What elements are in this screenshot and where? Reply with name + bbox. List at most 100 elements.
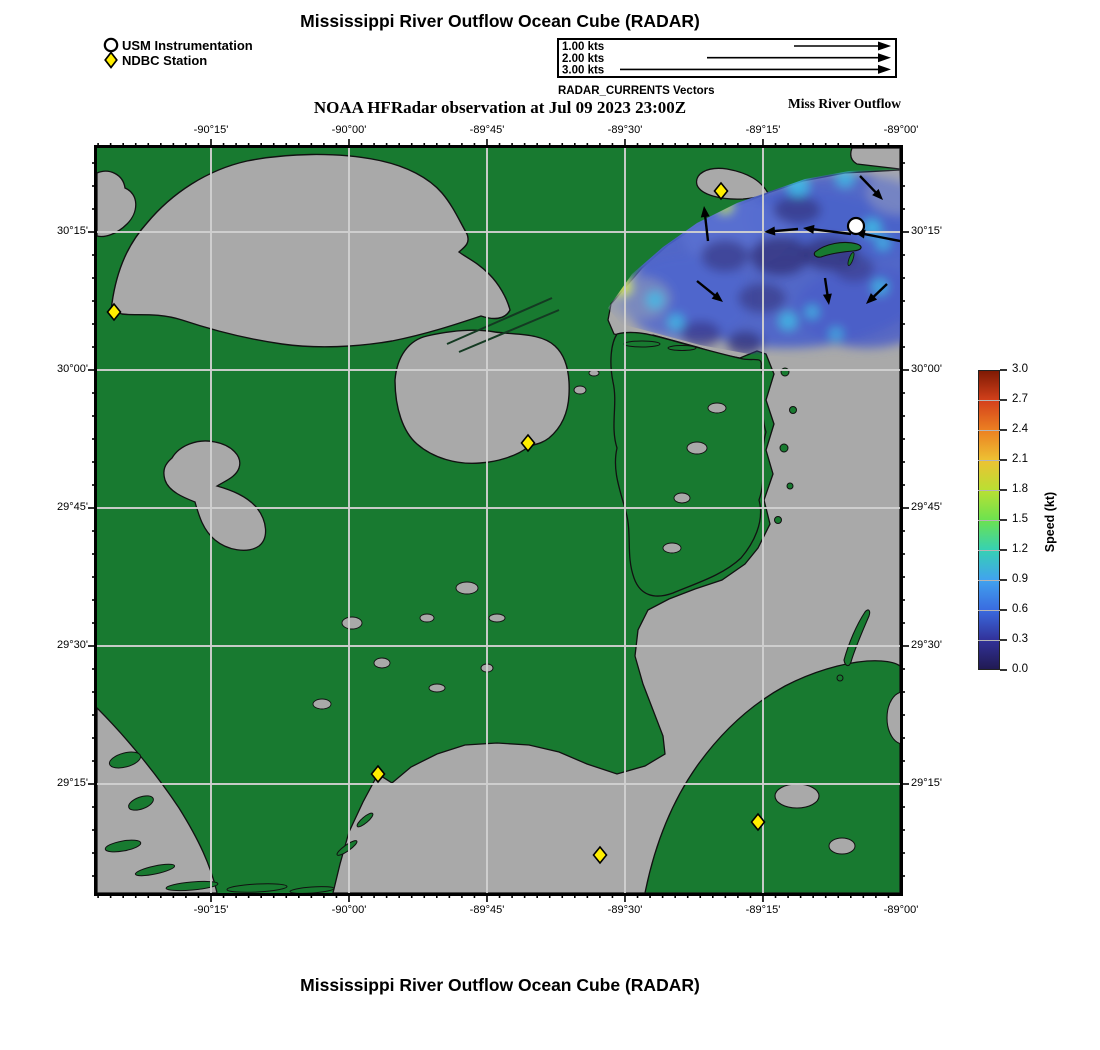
colorbar-tick-label: 0.3 bbox=[1012, 633, 1028, 645]
legend-symbols bbox=[103, 37, 119, 69]
colorbar-separator bbox=[978, 459, 1000, 461]
lat-label-left: 29°30' bbox=[57, 639, 88, 651]
current-vector-arrowhead-icon bbox=[866, 293, 878, 304]
current-vector bbox=[870, 283, 888, 300]
usm-circle-icon bbox=[103, 37, 119, 53]
colorbar-tick-label: 0.0 bbox=[1012, 663, 1028, 675]
lake-maurepas bbox=[97, 170, 137, 238]
scale-row-label: 3.00 kts bbox=[562, 65, 604, 75]
map-axis-ticks bbox=[88, 139, 909, 902]
region-label: Miss River Outflow bbox=[788, 96, 901, 111]
map-markers bbox=[106, 175, 900, 865]
lon-label-bottom: -90°00' bbox=[331, 904, 367, 916]
lon-label-top: -89°15' bbox=[745, 124, 781, 136]
chandeleur-island bbox=[843, 609, 871, 667]
colorbar-separator bbox=[978, 489, 1000, 491]
current-vector bbox=[696, 280, 718, 298]
lac-des-allemands bbox=[163, 440, 267, 551]
lake-borgne bbox=[394, 329, 570, 465]
current-vector bbox=[823, 277, 830, 298]
lon-label-top: -89°45' bbox=[469, 124, 505, 136]
current-vector bbox=[771, 227, 799, 233]
colorbar-separator bbox=[978, 549, 1000, 551]
ndbc-station-marker bbox=[713, 181, 729, 201]
legend-ndbc-label: NDBC Station bbox=[122, 53, 208, 68]
lat-label-right: 29°30' bbox=[911, 639, 942, 651]
small-island bbox=[836, 674, 844, 682]
delta-pond bbox=[828, 837, 856, 855]
lon-label-bottom: -89°45' bbox=[469, 904, 505, 916]
colorbar-ticks bbox=[1000, 369, 1007, 671]
colorbar-separator bbox=[978, 579, 1000, 581]
lat-label-right: 30°00' bbox=[911, 363, 942, 375]
lon-label-top: -89°30' bbox=[607, 124, 643, 136]
colorbar-tick-label: 3.0 bbox=[1012, 363, 1028, 375]
river-delta-land bbox=[644, 660, 900, 893]
ndbc-diamond-icon bbox=[104, 51, 118, 69]
current-vector bbox=[810, 227, 852, 236]
northeast-corner-water bbox=[850, 148, 900, 170]
map-gridlines bbox=[97, 148, 900, 893]
colorbar-tick-label: 1.2 bbox=[1012, 543, 1028, 555]
lat-label-left: 29°15' bbox=[57, 777, 88, 789]
marsh-pond-scatter bbox=[312, 369, 600, 710]
ndbc-station-marker bbox=[106, 302, 122, 322]
map-geography bbox=[97, 148, 900, 893]
lat-label-left: 29°45' bbox=[57, 501, 88, 513]
scale-row-arrowhead-icon bbox=[878, 41, 891, 51]
current-vector bbox=[859, 175, 879, 196]
ndbc-station-marker bbox=[520, 433, 536, 453]
colorbar-tick-label: 2.4 bbox=[1012, 423, 1028, 435]
lat-label-left: 30°00' bbox=[57, 363, 88, 375]
lat-label-right: 29°15' bbox=[911, 777, 942, 789]
cat-island-spit bbox=[847, 251, 855, 267]
vector-scale-caption: RADAR_CURRENTS Vectors bbox=[558, 85, 715, 97]
ndbc-station-marker bbox=[750, 812, 766, 832]
cat-island bbox=[813, 241, 862, 258]
vector-scale-box: 1.00 kts 2.00 kts 3.00 kts bbox=[557, 38, 897, 78]
current-vector-arrowhead-icon bbox=[700, 206, 710, 218]
current-vector-arrowhead-icon bbox=[764, 226, 776, 236]
scale-row-label: 1.00 kts bbox=[562, 41, 604, 53]
observation-subtitle: NOAA HFRadar observation at Jul 09 2023 … bbox=[313, 98, 687, 117]
colorbar-tick-label: 1.8 bbox=[1012, 483, 1028, 495]
lon-label-top: -90°00' bbox=[331, 124, 367, 136]
colorbar-separator bbox=[978, 399, 1000, 401]
marsh-ponds bbox=[662, 402, 727, 554]
scale-row-label: 2.00 kts bbox=[562, 53, 604, 65]
colorbar-tick-label: 0.9 bbox=[1012, 573, 1028, 585]
legend-usm-label: USM Instrumentation bbox=[122, 38, 253, 53]
lon-label-bottom: -89°00' bbox=[883, 904, 919, 916]
current-vector-arrowhead-icon bbox=[872, 188, 883, 200]
fringe-islands bbox=[104, 751, 374, 893]
colorbar-separator bbox=[978, 429, 1000, 431]
lat-label-right: 29°45' bbox=[911, 501, 942, 513]
ndbc-station-marker bbox=[592, 845, 608, 865]
rigolets-channels bbox=[446, 297, 560, 353]
current-vector-arrowhead-icon bbox=[822, 293, 832, 305]
lon-label-bottom: -89°15' bbox=[745, 904, 781, 916]
colorbar-tick-label: 2.1 bbox=[1012, 453, 1028, 465]
lat-label-right: 30°15' bbox=[911, 225, 942, 237]
colorbar-tick-label: 1.5 bbox=[1012, 513, 1028, 525]
scale-row-arrowhead-icon bbox=[878, 64, 891, 74]
colorbar-separator bbox=[978, 519, 1000, 521]
current-vector-arrowhead-icon bbox=[711, 291, 723, 302]
lon-label-top: -89°00' bbox=[883, 124, 919, 136]
current-vector bbox=[703, 213, 710, 242]
page-title: Mississippi River Outflow Ocean Cube (RA… bbox=[300, 11, 700, 31]
lat-label-left: 30°15' bbox=[57, 225, 88, 237]
marsh-islets bbox=[623, 340, 797, 524]
footer-title: Mississippi River Outflow Ocean Cube (RA… bbox=[300, 975, 700, 995]
current-vector bbox=[861, 232, 900, 243]
colorbar-separator bbox=[978, 609, 1000, 611]
current-vector-arrowhead-icon bbox=[803, 224, 815, 234]
lon-label-top: -90°15' bbox=[193, 124, 229, 136]
colorbar-axis-label: Speed (kt) bbox=[1043, 491, 1057, 553]
ndbc-station-marker bbox=[370, 764, 386, 784]
colorbar-tick-label: 0.6 bbox=[1012, 603, 1028, 615]
lon-label-bottom: -90°15' bbox=[193, 904, 229, 916]
lon-label-bottom: -89°30' bbox=[607, 904, 643, 916]
